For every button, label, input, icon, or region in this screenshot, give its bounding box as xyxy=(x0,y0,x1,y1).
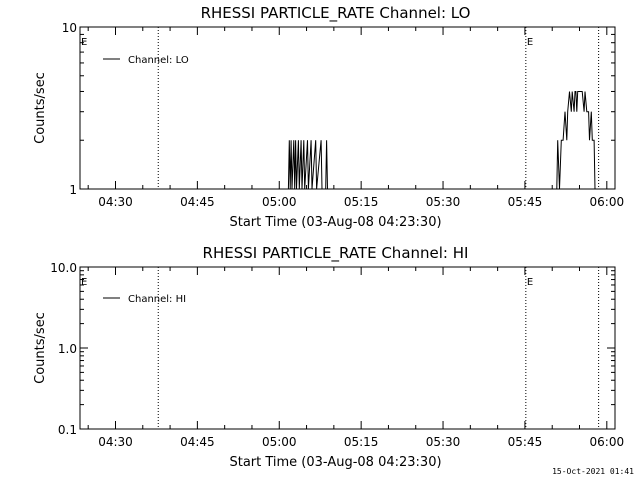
chart-panel-1: RHESSI PARTICLE_RATE Channel: LO 10 1 Count… xyxy=(33,4,624,230)
x-axis-label: Start Time (03-Aug-08 04:23:30) xyxy=(229,455,441,470)
event-marker-label: E xyxy=(81,37,87,48)
x-tick-label: 05:00 xyxy=(262,435,297,449)
chart-panel-2: RHESSI PARTICLE_RATE Channel: HI 10.0 1.0 0… xyxy=(33,244,624,470)
x-tick-label: 05:15 xyxy=(344,195,379,209)
chart-title: RHESSI PARTICLE_RATE Channel: HI xyxy=(203,244,469,263)
legend-label: Channel: LO xyxy=(128,55,189,66)
x-tick-label: 05:15 xyxy=(344,435,379,449)
event-marker-label: E xyxy=(527,37,533,48)
x-tick-label: 05:30 xyxy=(426,195,461,209)
x-tick-label: 05:00 xyxy=(262,195,297,209)
x-tick-label: 04:30 xyxy=(98,195,133,209)
series-line xyxy=(80,91,615,190)
plot-frame xyxy=(79,26,616,190)
plot-frame xyxy=(79,266,616,430)
y-tick-label: 10 xyxy=(62,21,77,35)
x-tick-label: 04:45 xyxy=(180,435,215,449)
event-marker-label: E xyxy=(81,277,87,288)
x-tick-label: 05:45 xyxy=(508,195,543,209)
chart-title: RHESSI PARTICLE_RATE Channel: LO xyxy=(201,4,471,23)
y-tick-label: 10.0 xyxy=(50,261,77,275)
legend-label: Channel: HI xyxy=(128,294,186,305)
x-tick-label: 06:00 xyxy=(590,435,625,449)
y-axis-label: Counts/sec xyxy=(33,312,48,384)
x-tick-label: 06:00 xyxy=(590,195,625,209)
footer-timestamp: 15-Oct-2021 01:41 xyxy=(552,467,634,476)
y-tick-label: 1.0 xyxy=(58,342,77,356)
y-tick-label: 1 xyxy=(69,183,77,197)
x-tick-label: 05:30 xyxy=(426,435,461,449)
x-tick-label: 05:45 xyxy=(508,435,543,449)
y-tick-label: 0.1 xyxy=(58,423,77,437)
x-tick-label: 04:30 xyxy=(98,435,133,449)
y-axis-label: Counts/sec xyxy=(33,72,48,144)
event-marker-label: E xyxy=(527,277,533,288)
x-axis-label: Start Time (03-Aug-08 04:23:30) xyxy=(229,215,441,230)
x-tick-label: 04:45 xyxy=(180,195,215,209)
